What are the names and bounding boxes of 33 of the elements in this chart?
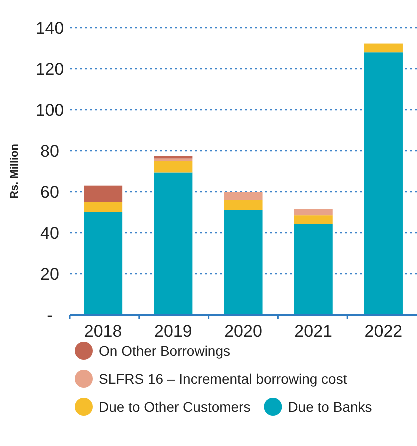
bar — [154, 158, 193, 162]
y-tick-label: - — [47, 306, 53, 325]
y-tick-label: 140 — [36, 19, 64, 38]
x-tick-label: 2018 — [84, 322, 122, 341]
bar — [364, 52, 403, 315]
bar — [294, 216, 333, 224]
legend-label: Due to Banks — [288, 399, 372, 415]
y-tick-label: 100 — [36, 101, 64, 120]
y-tick-label: 60 — [40, 183, 60, 202]
x-tick-label: 2020 — [224, 322, 262, 341]
bar — [224, 210, 263, 315]
bar — [84, 186, 123, 202]
y-tick-label: 40 — [40, 224, 60, 243]
legend-label: Due to Other Customers — [99, 399, 251, 415]
y-axis-title: Rs. Million — [9, 144, 21, 199]
y-tick-label: 20 — [40, 265, 60, 284]
bar — [294, 209, 333, 216]
bar — [154, 161, 193, 173]
legend-label: SLFRS 16 – Incremental borrowing cost — [99, 371, 348, 387]
bar — [154, 156, 193, 159]
bar — [364, 44, 403, 53]
bar — [84, 202, 123, 212]
bar — [84, 212, 123, 315]
bar — [224, 192, 263, 200]
bar — [224, 200, 263, 210]
legend-label: On Other Borrowings — [99, 343, 230, 359]
x-tick-label: 2021 — [294, 322, 333, 341]
x-tick-label: 2019 — [154, 322, 192, 341]
y-tick-label: 80 — [40, 142, 60, 161]
x-tick-label: 2022 — [364, 322, 403, 341]
bar — [154, 172, 193, 315]
y-tick-label: 120 — [36, 60, 64, 79]
bar — [294, 224, 333, 315]
